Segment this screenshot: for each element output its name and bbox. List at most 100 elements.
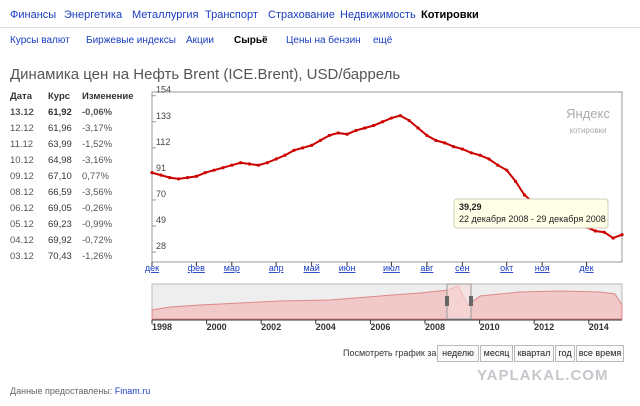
period-button[interactable]: все время bbox=[576, 345, 624, 362]
y-tick-label: 70 bbox=[156, 189, 166, 199]
nav-link[interactable]: Недвижимость bbox=[340, 9, 416, 21]
table-cell: -1,52% bbox=[82, 138, 113, 150]
price-point bbox=[265, 161, 269, 165]
navigator-handle[interactable] bbox=[469, 296, 473, 306]
navigator-handle[interactable] bbox=[445, 296, 449, 306]
x-tick-label: апр bbox=[269, 263, 284, 273]
table-row: 04.12 69,92 -0,72% bbox=[10, 232, 142, 248]
price-point bbox=[451, 144, 456, 149]
table-row: 03.12 70,43 -1,26% bbox=[10, 248, 142, 264]
x-tick-label: сен bbox=[455, 263, 470, 273]
table-cell: 64,98 bbox=[48, 154, 72, 166]
price-point bbox=[505, 168, 509, 172]
period-button[interactable]: год bbox=[555, 345, 575, 362]
price-point bbox=[593, 229, 597, 233]
divider bbox=[0, 27, 640, 28]
nav-link-active[interactable]: Котировки bbox=[421, 9, 479, 21]
table-row: 09.12 67,10 0,77% bbox=[10, 168, 142, 184]
price-point bbox=[496, 163, 500, 167]
footer-label: Данные предоставлены: bbox=[10, 386, 113, 396]
nav-link[interactable]: Энергетика bbox=[64, 9, 123, 21]
price-point bbox=[380, 120, 385, 124]
y-tick-label: 28 bbox=[156, 241, 166, 251]
table-cell: 05.12 bbox=[10, 218, 34, 230]
table-cell: 0,77% bbox=[82, 170, 109, 182]
logo-sub: котировки bbox=[569, 126, 606, 135]
price-point bbox=[203, 171, 207, 175]
y-tick-label: 133 bbox=[156, 111, 171, 121]
x-tick-label: окт bbox=[500, 263, 513, 273]
y-tick-label: 154 bbox=[156, 85, 171, 95]
table-cell: 69,23 bbox=[48, 218, 72, 230]
logo: Яндекс bbox=[566, 106, 610, 121]
period-label: Посмотреть график за: bbox=[343, 348, 439, 358]
price-point bbox=[620, 233, 624, 237]
price-point bbox=[478, 153, 482, 157]
nav-link[interactable]: Страхование bbox=[268, 9, 335, 21]
table-row: 10.12 64,98 -3,16% bbox=[10, 152, 142, 168]
period-button[interactable]: месяц bbox=[480, 345, 513, 362]
y-tick-label: 49 bbox=[156, 215, 166, 225]
table-cell: 08.12 bbox=[10, 186, 34, 198]
table-cell: 61,92 bbox=[48, 106, 72, 118]
price-point bbox=[398, 113, 402, 118]
price-point bbox=[301, 146, 305, 150]
table-row: 12.12 61,96 -3,17% bbox=[10, 120, 142, 136]
price-point bbox=[212, 168, 216, 172]
price-point bbox=[159, 173, 163, 177]
price-point bbox=[150, 171, 154, 175]
price-point bbox=[443, 141, 447, 145]
nav-link[interactable]: Транспорт bbox=[205, 9, 258, 21]
table-cell: 04.12 bbox=[10, 234, 34, 246]
table-cell: 12.12 bbox=[10, 122, 34, 134]
table-cell: 67,10 bbox=[48, 170, 72, 182]
navigator-window[interactable] bbox=[446, 283, 472, 320]
sub-link-active[interactable]: Сырьё bbox=[234, 35, 268, 46]
price-point bbox=[274, 157, 278, 161]
price-point bbox=[336, 131, 340, 135]
x-tick-label: ноя bbox=[535, 263, 550, 273]
year-label: 2012 bbox=[534, 322, 554, 332]
price-point bbox=[292, 148, 296, 152]
table-cell: 63,99 bbox=[48, 138, 72, 150]
table-body: 13.12 61,92 -0,06% 12.12 61,96 -3,17% 11.12 63,… bbox=[10, 104, 142, 264]
table-cell: -3,16% bbox=[82, 154, 113, 166]
sub-link[interactable]: ещё bbox=[373, 35, 393, 46]
x-tick-label: дек bbox=[145, 263, 159, 273]
sub-link[interactable]: Акции bbox=[186, 35, 214, 46]
price-point bbox=[487, 157, 491, 161]
price-point bbox=[310, 143, 314, 147]
price-point bbox=[372, 123, 376, 128]
table-cell: -0,06% bbox=[82, 106, 113, 118]
price-point bbox=[434, 138, 438, 142]
price-point bbox=[363, 126, 367, 130]
footer-link[interactable]: Finam.ru bbox=[114, 386, 151, 396]
table-cell: -3,17% bbox=[82, 122, 113, 134]
sub-link[interactable]: Биржевые индексы bbox=[86, 35, 176, 46]
price-point bbox=[256, 163, 261, 167]
price-point bbox=[194, 174, 198, 178]
nav-link[interactable]: Металлургия bbox=[132, 9, 199, 21]
table-cell: 61,96 bbox=[48, 122, 72, 134]
table-cell: -0,72% bbox=[82, 234, 113, 246]
tooltip-value: 39,29 bbox=[459, 202, 482, 212]
header-cell: Дата bbox=[10, 90, 32, 102]
price-point bbox=[469, 151, 473, 155]
price-point bbox=[345, 132, 349, 136]
year-label: 2008 bbox=[425, 322, 445, 332]
table-cell: 69,92 bbox=[48, 234, 72, 246]
table-cell: 66,59 bbox=[48, 186, 72, 198]
price-point bbox=[425, 133, 429, 138]
page-title: Динамика цен на Нефть Brent (ICE.Brent),… bbox=[10, 66, 401, 83]
table-cell: 13.12 bbox=[10, 106, 34, 118]
quotes-table: Дата Курс Изменение 13.12 61,92 -0,06% 12.1… bbox=[10, 88, 142, 264]
sub-link[interactable]: Курсы валют bbox=[10, 35, 70, 46]
period-button[interactable]: квартал bbox=[514, 345, 554, 362]
nav-link[interactable]: Финансы bbox=[10, 9, 57, 21]
plot-frame bbox=[151, 91, 623, 263]
sub-link[interactable]: Цены на бензин bbox=[286, 35, 361, 46]
price-point bbox=[239, 161, 243, 165]
tooltip-dates: 22 декабря 2008 - 29 декабря 2008 bbox=[459, 214, 606, 224]
price-point bbox=[318, 138, 323, 142]
period-button[interactable]: неделю bbox=[437, 345, 479, 362]
